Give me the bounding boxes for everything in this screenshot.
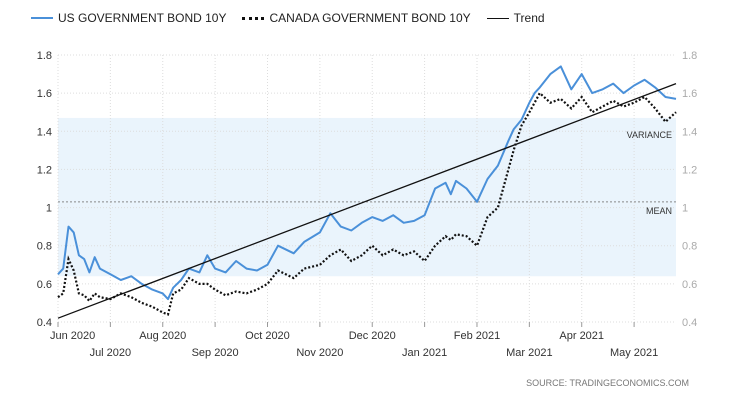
legend-swatch-us (31, 17, 53, 19)
x-tick-label: Feb 2021 (454, 330, 500, 342)
legend-item-us[interactable]: US GOVERNMENT BOND 10Y (31, 11, 226, 25)
y-tick-label-left: 0.6 (37, 279, 52, 291)
y-tick-label-right: 1.4 (682, 126, 697, 138)
y-tick-label-left: 0.4 (37, 317, 52, 329)
y-tick-label-left: 1.4 (37, 126, 52, 138)
series-line-canada (57, 91, 677, 316)
x-tick-label: Apr 2021 (559, 330, 604, 342)
legend-item-trend[interactable]: Trend (486, 11, 545, 25)
y-tick-label-left: 1.2 (37, 164, 52, 176)
x-tick-label: Jul 2020 (90, 347, 132, 359)
y-tick-label-right: 0.6 (682, 279, 697, 291)
x-tick-label: Oct 2020 (245, 330, 290, 342)
x-tick-label: Jan 2021 (402, 347, 447, 359)
x-tick-label: Sep 2020 (192, 347, 239, 359)
y-tick-label-left: 1.8 (37, 50, 52, 62)
y-tick-label-left: 1.6 (37, 88, 52, 100)
y-tick-label-left: 0.8 (37, 241, 52, 253)
x-tick-label: Mar 2021 (506, 347, 552, 359)
legend: US GOVERNMENT BOND 10Y CANADA GOVERNMENT… (31, 11, 561, 25)
variance-band (58, 117, 676, 277)
x-tick-label: Dec 2020 (349, 330, 396, 342)
y-tick-label-right: 1.6 (682, 88, 697, 100)
y-tick-label-right: 1 (682, 203, 688, 215)
x-tick-label: Aug 2020 (139, 330, 186, 342)
x-tick-label: Jun 2020 (50, 330, 95, 342)
legend-label-canada: CANADA GOVERNMENT BOND 10Y (269, 11, 471, 25)
legend-item-canada[interactable]: CANADA GOVERNMENT BOND 10Y (242, 11, 471, 25)
y-tick-label-right: 1.2 (682, 164, 697, 176)
x-tick-label: May 2021 (610, 347, 658, 359)
legend-swatch-canada (242, 16, 265, 20)
mean-label: MEAN (646, 206, 672, 216)
legend-label-trend: Trend (513, 11, 545, 25)
x-tick-label: Nov 2020 (296, 347, 343, 359)
y-tick-label-right: 1.8 (682, 50, 697, 62)
legend-swatch-trend (486, 17, 509, 19)
legend-label-us: US GOVERNMENT BOND 10Y (58, 11, 227, 25)
y-tick-label-right: 0.4 (682, 317, 697, 329)
source-label: SOURCE: TRADINGECONOMICS.COM (526, 378, 689, 388)
y-tick-label-right: 0.8 (682, 241, 697, 253)
trend-line (57, 82, 677, 319)
y-tick-label-left: 1 (46, 203, 52, 215)
series-line-us (57, 65, 677, 301)
variance-label: VARIANCE (627, 130, 672, 140)
